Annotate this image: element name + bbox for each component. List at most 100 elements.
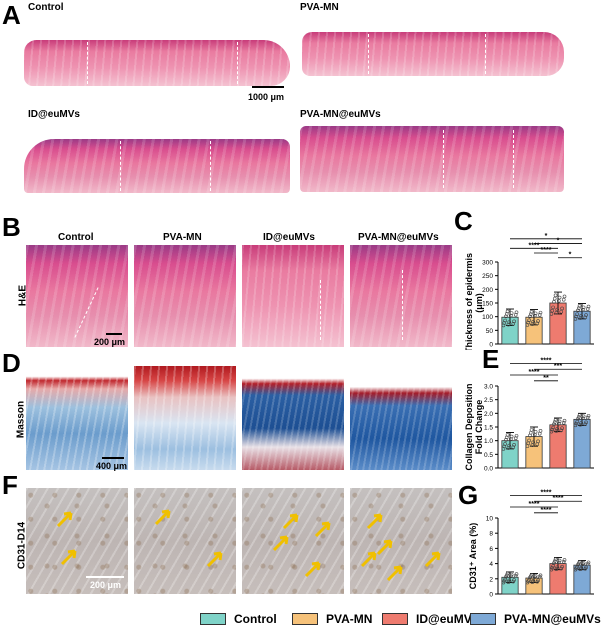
data-point (577, 560, 582, 564)
arrow-icon (424, 551, 441, 568)
data-point (527, 318, 531, 323)
data-point (527, 578, 531, 582)
legend-label-control: Control (234, 612, 277, 626)
data-point (549, 567, 554, 572)
data-point (551, 305, 555, 310)
y-tick-label: 250 (482, 273, 493, 280)
panel-b-image-control (26, 245, 128, 347)
panel-letter-f: F (2, 470, 18, 500)
data-point (538, 429, 543, 433)
data-point (504, 312, 509, 316)
y-axis-label: CD31⁺ Area (%) (468, 523, 478, 589)
data-point (552, 422, 556, 426)
panel-a-title-control: Control (28, 2, 64, 13)
arrow-icon (272, 535, 289, 552)
data-point (503, 442, 507, 446)
arrow-icon (304, 561, 321, 578)
panel-b-col-pva-mn: PVA-MN (163, 232, 202, 243)
data-point (535, 321, 540, 326)
significance-label: * (557, 238, 560, 245)
data-point (533, 311, 538, 316)
data-point (584, 565, 588, 570)
data-point (504, 314, 508, 319)
data-point (575, 312, 579, 317)
y-tick-label: 1.0 (484, 438, 493, 445)
data-point (579, 313, 583, 318)
significance-label: **** (541, 507, 552, 514)
panel-a-image-control (22, 20, 292, 110)
panel-a-image-pva-mn-eumvs (298, 122, 566, 194)
y-tick-label: 4 (489, 561, 493, 568)
data-point (529, 428, 534, 432)
y-tick-label: 1.5 (484, 425, 493, 432)
data-point (578, 316, 583, 320)
panel-a-image-pva-mn (300, 20, 566, 90)
panel-letter-c: C (454, 206, 473, 236)
arrow-icon (360, 551, 377, 568)
y-tick-label: 0 (489, 342, 493, 349)
data-point (528, 430, 533, 435)
data-point (514, 310, 519, 315)
panel-f-image-pva-mn (134, 488, 236, 594)
data-point (584, 313, 588, 317)
data-point (579, 421, 583, 425)
data-point (506, 446, 511, 450)
data-point (584, 420, 588, 425)
data-point (528, 312, 533, 316)
data-point (537, 431, 542, 436)
data-point (550, 566, 555, 570)
data-point (581, 307, 585, 312)
data-point (525, 323, 530, 327)
data-point (529, 310, 534, 314)
legend-item-pva-mn: PVA-MN (292, 612, 372, 626)
data-point (586, 304, 591, 309)
data-point (533, 573, 538, 578)
data-point (561, 420, 566, 425)
y-tick-label: 0.5 (484, 452, 493, 459)
data-point (506, 322, 511, 327)
data-point (549, 429, 554, 434)
panel-b-col-control: Control (58, 232, 94, 243)
data-point (531, 320, 535, 324)
data-point (585, 415, 590, 420)
panel-d-scale-label: 400 μm (96, 461, 128, 471)
data-point (577, 304, 582, 308)
data-point (555, 427, 559, 431)
data-point (533, 313, 537, 318)
data-point (581, 414, 586, 419)
data-point (550, 427, 555, 432)
data-point (586, 413, 591, 418)
y-tick-label: 2.5 (484, 397, 493, 404)
data-point (503, 577, 507, 582)
chart-c: 0 50 100 150 200 250 300 Thickness of epidermis… (458, 232, 600, 353)
panel-a-title-pva-mn-eumvs: PVA-MN@euMVs (300, 109, 381, 120)
data-point (551, 425, 555, 430)
panel-letter-b: B (2, 212, 21, 242)
data-point (530, 322, 535, 326)
y-tick-label: 50 (486, 328, 494, 335)
significance-label: **** (541, 247, 552, 254)
data-point (555, 565, 559, 570)
data-point (574, 314, 579, 319)
panel-d-scale-bar (102, 457, 124, 459)
panel-letter-a: A (2, 0, 21, 30)
y-tick-label: 0 (489, 592, 493, 599)
data-point (557, 295, 562, 300)
panel-letter-e: E (482, 344, 500, 374)
data-point (505, 571, 510, 576)
panel-b-scale-bar (106, 333, 122, 335)
data-point (554, 567, 559, 571)
data-point (505, 309, 510, 314)
chart-g: 0 2 4 6 8 10 CD31⁺ Area (%) **** **** **** **** (458, 488, 600, 600)
data-point (526, 320, 531, 325)
y-tick-label: 200 (482, 287, 493, 294)
data-point (509, 437, 513, 441)
legend-item-control: Control (200, 612, 277, 626)
legend-label-id-eumvs: ID@euMVs (416, 612, 479, 626)
significance-label: **** (541, 357, 552, 364)
data-point (536, 439, 540, 444)
data-point (576, 308, 580, 313)
panel-f-scale-label: 200 μm (90, 580, 122, 590)
